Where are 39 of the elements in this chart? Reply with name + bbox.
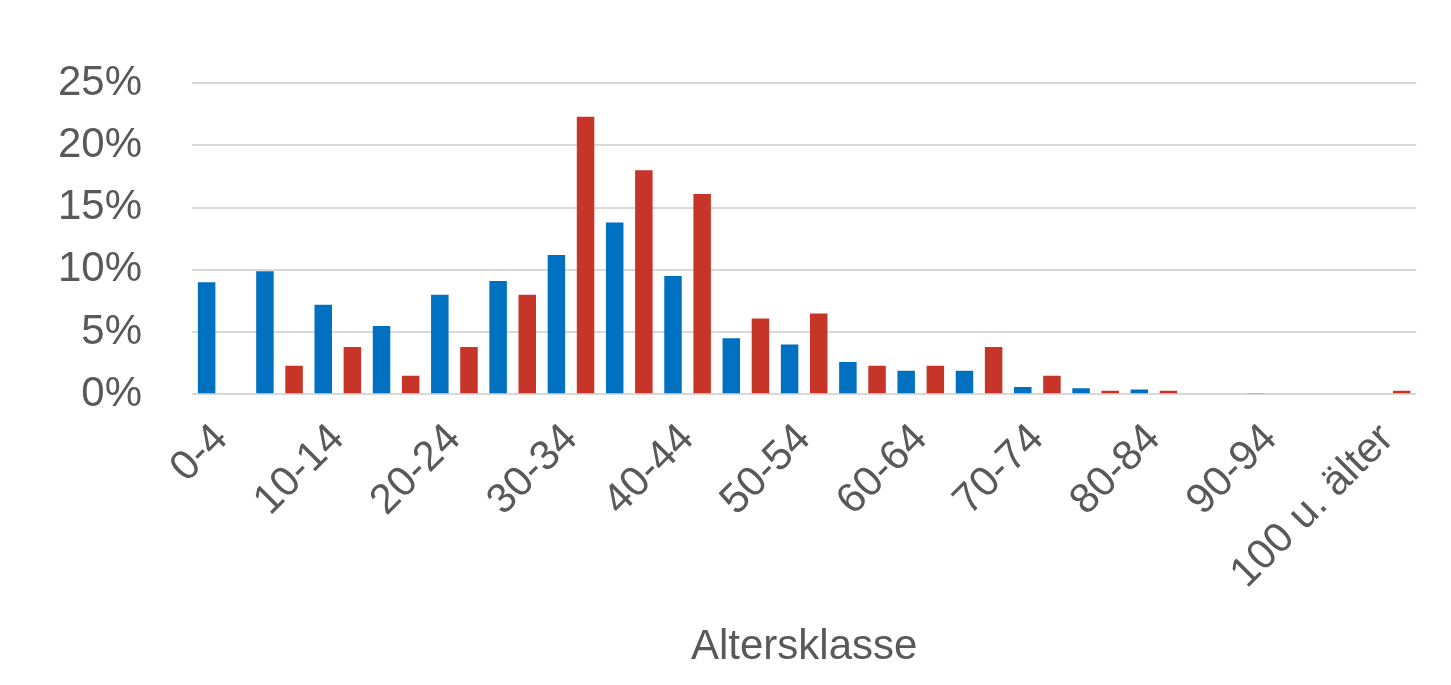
bar: [460, 347, 478, 394]
bar: [314, 304, 332, 394]
y-tick-label: 0%: [81, 367, 143, 415]
x-tick-label: 0-4: [159, 413, 236, 490]
bar: [197, 282, 216, 394]
bar: [1130, 389, 1149, 394]
bar: [547, 254, 566, 394]
bar: [1043, 375, 1061, 394]
bar: [576, 116, 595, 394]
bar: [1072, 388, 1090, 394]
bar: [693, 193, 711, 394]
bar: [664, 276, 682, 394]
bar: [780, 344, 799, 394]
bar: [489, 281, 507, 394]
bar: [635, 170, 653, 394]
bar: [984, 347, 1003, 394]
bar: [401, 375, 420, 394]
bar: [810, 313, 828, 394]
bar: [926, 365, 945, 394]
bar: [372, 325, 391, 394]
bar: [285, 365, 303, 394]
bar: [897, 370, 915, 394]
bar: [256, 271, 274, 394]
bar: [605, 222, 624, 394]
bar: [343, 347, 362, 394]
bar: [431, 294, 449, 394]
y-tick-label: 20%: [58, 119, 143, 167]
bar: [955, 370, 974, 394]
bar: [839, 362, 857, 394]
bar: [518, 294, 537, 394]
y-tick-label: 5%: [81, 305, 143, 353]
y-tick-label: 25%: [58, 56, 143, 104]
y-tick-label: 10%: [58, 243, 143, 291]
bar: [868, 365, 886, 394]
bar: [751, 318, 770, 394]
x-axis-title: Altersklasse: [690, 621, 918, 669]
bar: [1014, 386, 1032, 394]
y-tick-label: 15%: [58, 181, 143, 229]
bar: [722, 338, 741, 394]
